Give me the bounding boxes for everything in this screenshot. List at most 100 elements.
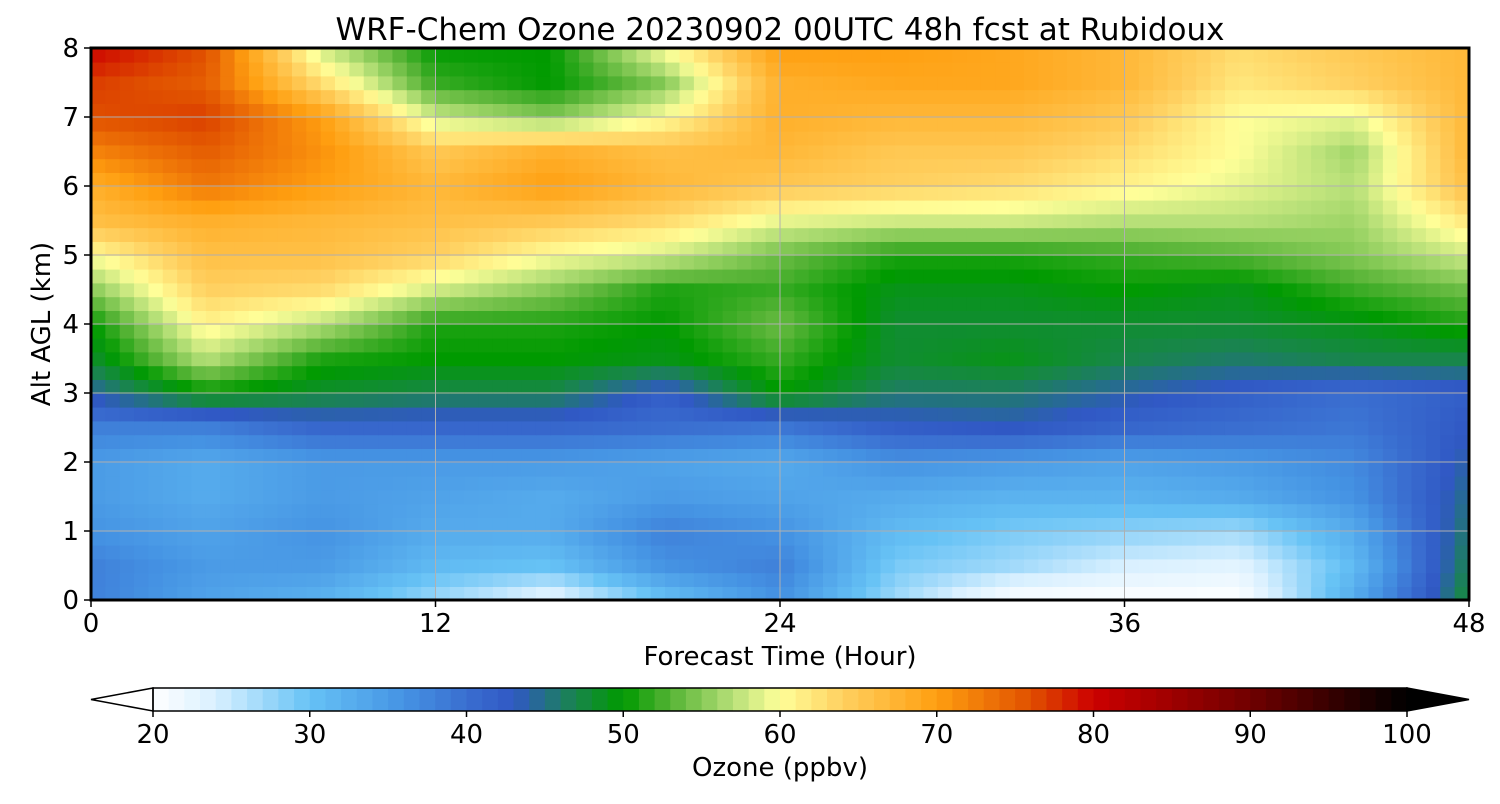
heatmap-cell — [1382, 310, 1399, 325]
heatmap-cell — [894, 158, 910, 173]
heatmap-cell — [1224, 448, 1241, 463]
heatmap-cell — [650, 531, 666, 546]
heatmap-cell — [851, 572, 867, 587]
heatmap-cell — [464, 255, 480, 270]
heatmap-cell — [1268, 310, 1284, 325]
heatmap-cell — [119, 117, 135, 132]
heatmap-cell — [1239, 365, 1255, 380]
heatmap-cell — [923, 117, 939, 132]
heatmap-cell — [248, 503, 265, 518]
heatmap-cell — [823, 172, 839, 187]
colorbar-segment — [623, 688, 640, 711]
heatmap-cell — [980, 255, 997, 270]
heatmap-cell — [1081, 75, 1097, 91]
heatmap-cell — [1110, 282, 1126, 298]
heatmap-cell — [492, 393, 509, 408]
heatmap-cell — [679, 186, 695, 201]
heatmap-cell — [105, 393, 121, 408]
heatmap-cell — [1067, 103, 1083, 118]
heatmap-cell — [808, 489, 824, 505]
heatmap-cell — [722, 406, 738, 422]
heatmap-cell — [751, 199, 767, 215]
heatmap-cell — [952, 310, 968, 325]
heatmap-cell — [679, 393, 695, 408]
heatmap-cell — [435, 420, 451, 436]
heatmap-cell — [191, 199, 207, 215]
heatmap-cell — [909, 268, 925, 284]
heatmap-cell — [808, 255, 824, 270]
heatmap-cell — [880, 255, 896, 270]
heatmap-cell — [1311, 144, 1327, 160]
heatmap-cell — [1440, 144, 1456, 160]
heatmap-cell — [91, 462, 107, 477]
heatmap-cell — [1181, 503, 1198, 518]
heatmap-cell — [177, 282, 193, 298]
heatmap-cell — [162, 531, 178, 546]
heatmap-cell — [1110, 544, 1126, 560]
heatmap-cell — [421, 475, 437, 491]
heatmap-cell — [1253, 448, 1269, 463]
heatmap-cell — [177, 489, 193, 505]
heatmap-cell — [191, 489, 207, 505]
heatmap-cell — [1268, 103, 1284, 118]
heatmap-cell — [622, 103, 638, 118]
heatmap-cell — [191, 117, 207, 132]
heatmap-cell — [995, 130, 1011, 146]
heatmap-cell — [1440, 572, 1456, 587]
heatmap-cell — [966, 158, 982, 173]
heatmap-cell — [1354, 379, 1370, 394]
heatmap-cell — [880, 282, 896, 298]
heatmap-cell — [119, 296, 135, 311]
heatmap-cell — [636, 130, 652, 146]
heatmap-cell — [1440, 434, 1456, 449]
heatmap-cell — [923, 103, 939, 118]
heatmap-cell — [607, 572, 623, 587]
heatmap-cell — [1282, 144, 1298, 160]
heatmap-cell — [1196, 117, 1212, 132]
heatmap-cell — [722, 144, 738, 160]
heatmap-cell — [291, 310, 308, 325]
heatmap-cell — [1181, 420, 1198, 436]
colorbar-segment — [1030, 688, 1048, 711]
heatmap-cell — [622, 531, 638, 546]
heatmap-cell — [866, 462, 882, 477]
heatmap-cell — [1282, 351, 1298, 367]
heatmap-cell — [119, 61, 135, 77]
heatmap-cell — [1110, 213, 1126, 229]
heatmap-cell — [535, 434, 552, 449]
heatmap-cell — [1311, 324, 1327, 339]
heatmap-cell — [1052, 296, 1068, 311]
heatmap-cell — [1425, 406, 1442, 422]
heatmap-cell — [392, 48, 408, 63]
heatmap-cell — [894, 406, 910, 422]
heatmap-cell — [1239, 420, 1255, 436]
heatmap-cell — [320, 158, 336, 173]
heatmap-cell — [1224, 103, 1241, 118]
heatmap-cell — [593, 227, 609, 242]
heatmap-cell — [291, 475, 308, 491]
heatmap-cell — [1354, 310, 1370, 325]
heatmap-cell — [1282, 393, 1298, 408]
heatmap-cell — [234, 117, 250, 132]
heatmap-cell — [550, 393, 566, 408]
heatmap-cell — [564, 531, 580, 546]
heatmap-cell — [464, 89, 480, 104]
heatmap-cell — [492, 75, 509, 91]
heatmap-cell — [234, 89, 250, 104]
heatmap-cell — [894, 144, 910, 160]
heatmap-cell — [521, 337, 537, 353]
heatmap-cell — [349, 406, 365, 422]
heatmap-cell — [277, 420, 293, 436]
heatmap-cell — [1411, 475, 1427, 491]
heatmap-cell — [1325, 393, 1341, 408]
heatmap-cell — [1181, 75, 1198, 91]
heatmap-cell — [1354, 475, 1370, 491]
heatmap-cell — [363, 448, 379, 463]
y-axis-label: Alt AGL (km) — [27, 242, 57, 406]
heatmap-cell — [220, 558, 236, 574]
heatmap-cell — [679, 199, 695, 215]
heatmap-cell — [995, 241, 1011, 256]
heatmap-cell — [421, 531, 437, 546]
heatmap-cell — [679, 365, 695, 380]
heatmap-cell — [880, 75, 896, 91]
